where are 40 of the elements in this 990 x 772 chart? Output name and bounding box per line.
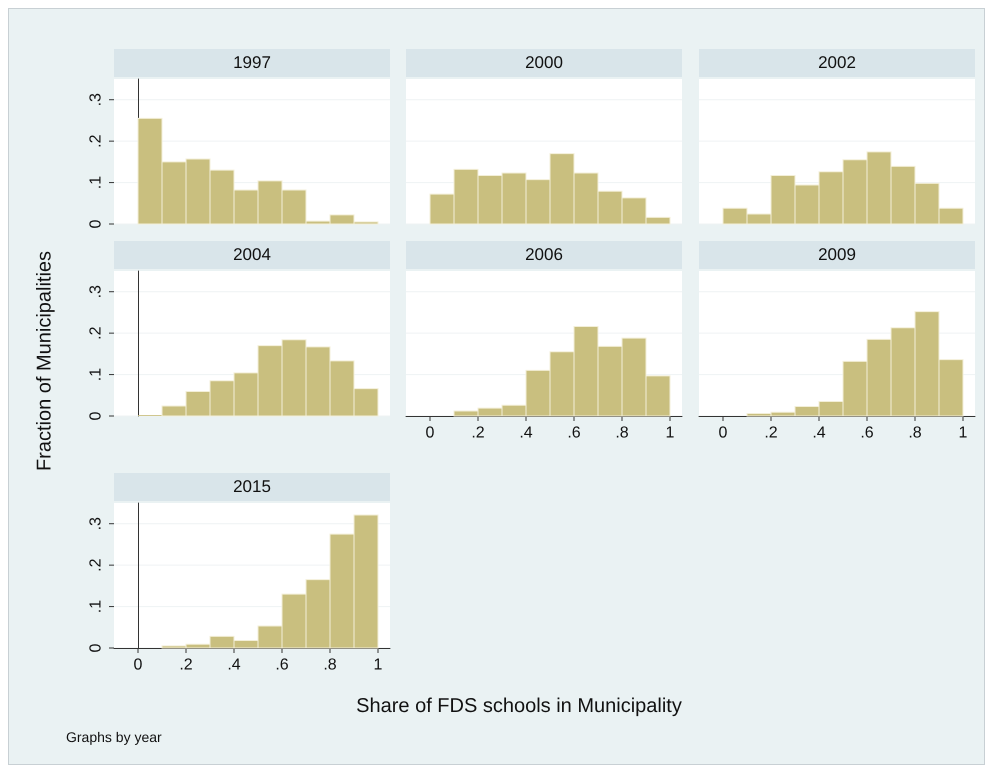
y-tick-label: .1 [88, 600, 104, 614]
y-tick-label: .1 [88, 176, 104, 190]
x-tick-label: .4 [812, 424, 826, 442]
x-tick-label: 0 [718, 424, 728, 442]
y-tick-label: .3 [88, 284, 104, 298]
y-tick-label: .1 [88, 368, 104, 382]
y-tick-label: 0 [88, 219, 104, 228]
text: Graphs by year [66, 729, 162, 745]
x-tick-label: 1 [958, 424, 968, 442]
y-tick-label: 0 [88, 411, 104, 420]
y-axis-title: Fraction of Municipalities [34, 250, 56, 472]
y-tick-label: 0 [88, 643, 104, 652]
x-tick-label: .8 [615, 424, 629, 442]
chart-title: 1997 [114, 49, 390, 77]
x-tick-label: 1 [374, 656, 383, 674]
x-axis-title: Share of FDS schools in Municipality [356, 695, 682, 718]
chart-title: 2000 [406, 49, 682, 77]
y-tick-label: .2 [88, 134, 104, 148]
x-tick-label: .8 [323, 656, 337, 674]
x-tick-label: .6 [567, 424, 581, 442]
y-tick-label: .2 [88, 326, 104, 340]
x-tick-label: .4 [227, 656, 241, 674]
x-tick-label: .2 [764, 424, 778, 442]
x-tick-label: 1 [666, 424, 675, 442]
x-tick-label: .8 [908, 424, 922, 442]
y-tick-label: .2 [88, 558, 104, 572]
x-tick-label: .6 [275, 656, 289, 674]
y-tick-label: .3 [88, 516, 104, 530]
chart-title: 2002 [699, 49, 975, 77]
chart-title: 2004 [114, 241, 390, 269]
x-tick-label: .2 [471, 424, 485, 442]
chart-title: 2009 [699, 241, 975, 269]
x-tick-label: 0 [134, 656, 143, 674]
chart-title: 2006 [406, 241, 682, 269]
chart-title: 2015 [114, 473, 390, 501]
y-tick-label: .3 [88, 92, 104, 106]
x-tick-label: 0 [426, 424, 435, 442]
x-tick-label: .2 [179, 656, 193, 674]
x-tick-label: .6 [860, 424, 874, 442]
x-tick-label: .4 [519, 424, 533, 442]
